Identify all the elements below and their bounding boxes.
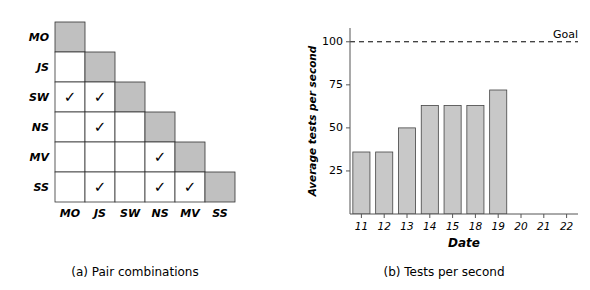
cell	[85, 112, 115, 142]
y-tick	[346, 170, 350, 171]
cell	[55, 172, 85, 202]
diagonal-cell	[175, 142, 205, 172]
bars	[350, 42, 578, 214]
diagonal-cell	[205, 172, 235, 202]
x-tick	[429, 214, 430, 218]
y-axis-label: Average tests per second	[306, 45, 318, 197]
bar	[353, 152, 370, 214]
row-label: SW	[29, 91, 50, 104]
x-tick	[521, 214, 522, 218]
cell	[115, 172, 145, 202]
x-tick-label: 12	[378, 220, 392, 232]
column-label: JS	[92, 207, 106, 220]
checkmark: ✓	[64, 88, 77, 106]
cell	[175, 172, 205, 202]
column-label: MO	[60, 207, 80, 220]
x-tick-label: 11	[355, 220, 368, 232]
row-label: NS	[32, 121, 49, 134]
x-tick-label: 20	[514, 220, 528, 232]
bar	[398, 128, 415, 214]
x-tick	[407, 214, 408, 218]
bar	[376, 152, 393, 214]
bar	[444, 106, 461, 215]
diagonal-cell	[85, 52, 115, 82]
x-tick-label: 21	[537, 220, 550, 232]
y-tick-label: 25	[329, 164, 343, 177]
row-label: JS	[35, 61, 49, 74]
caption: (b) Tests per second	[383, 265, 504, 279]
cell	[145, 172, 175, 202]
checkmark: ✓	[154, 178, 167, 196]
row-label: MV	[30, 151, 51, 164]
column-label: SS	[212, 207, 228, 220]
diagonal-cell	[55, 22, 85, 52]
cell	[55, 142, 85, 172]
y-tick-label: 100	[322, 35, 343, 48]
x-tick-label: 15	[446, 220, 460, 232]
x-axis-label: Date	[448, 236, 480, 250]
figure: ✓ ✓ ✓ ✓ ✓ ✓ ✓ MO MO JS JS SW SW NS NS MV MV SS SS (a) Pair …	[0, 0, 590, 290]
bar-panel: Goal 25 50 75 100 11 12 13 14 15 18 19 20 21 22 Date Ave…	[306, 28, 578, 279]
bar	[421, 106, 438, 215]
x-tick-label: 19	[492, 220, 506, 232]
checkmark: ✓	[94, 88, 107, 106]
x-tick-label: 13	[400, 220, 413, 232]
cell	[145, 142, 175, 172]
checkmark: ✓	[94, 178, 107, 196]
x-tick	[498, 214, 499, 218]
cell	[85, 172, 115, 202]
cell	[55, 112, 85, 142]
bar	[467, 106, 484, 215]
x-tick-label: 18	[469, 220, 483, 232]
checkmark: ✓	[154, 148, 167, 166]
cell	[115, 142, 145, 172]
row-label: SS	[34, 181, 50, 194]
checkmark: ✓	[184, 178, 197, 196]
matrix-cells	[55, 22, 235, 202]
cell	[115, 112, 145, 142]
bar	[490, 90, 507, 214]
y-tick	[346, 41, 350, 42]
row-label: MO	[29, 31, 49, 44]
goal-line	[350, 41, 578, 42]
goal-label: Goal	[553, 28, 578, 41]
y-tick	[346, 127, 350, 128]
caption: (a) Pair combinations	[71, 265, 198, 279]
cell	[85, 82, 115, 112]
x-tick-label: 14	[423, 220, 436, 232]
cell	[55, 82, 85, 112]
x-tick-label: 22	[560, 220, 574, 232]
y-axis-line	[350, 28, 351, 214]
y-tick	[346, 84, 350, 85]
column-label: SW	[120, 207, 141, 220]
x-tick	[361, 214, 362, 218]
matrix-panel: ✓ ✓ ✓ ✓ ✓ ✓ ✓ MO MO JS JS SW SW NS NS MV MV SS SS (a) Pair …	[29, 22, 235, 279]
column-label: NS	[151, 207, 168, 220]
diagonal-cell	[115, 82, 145, 112]
x-tick	[475, 214, 476, 218]
x-tick	[566, 214, 567, 218]
cell	[55, 52, 85, 82]
column-label: MV	[180, 207, 201, 220]
x-tick	[543, 214, 544, 218]
x-tick	[452, 214, 453, 218]
checkmark: ✓	[94, 118, 107, 136]
x-tick	[384, 214, 385, 218]
y-tick-label: 75	[329, 78, 343, 91]
cell	[85, 142, 115, 172]
y-tick-label: 50	[329, 121, 343, 134]
diagonal-cell	[145, 112, 175, 142]
